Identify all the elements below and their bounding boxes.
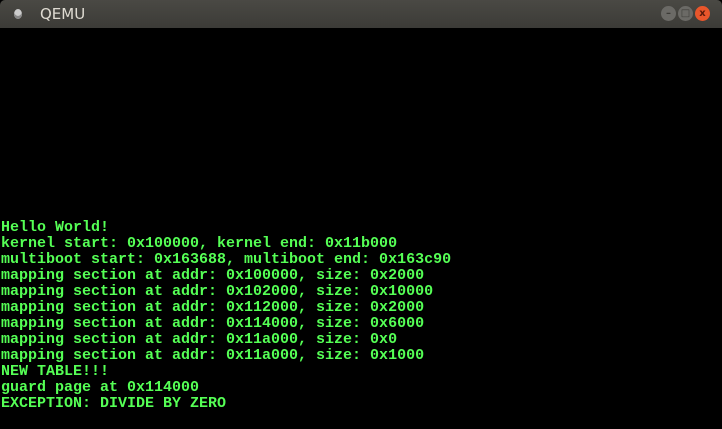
console-line: NEW TABLE!!! — [1, 363, 110, 380]
console-line: Hello World! — [1, 219, 110, 236]
close-button[interactable]: x — [695, 6, 710, 21]
console-line: guard page at 0x114000 — [1, 379, 200, 396]
console-line: mapping section at addr: 0x112000, size:… — [1, 299, 425, 316]
console-line: mapping section at addr: 0x100000, size:… — [1, 267, 425, 284]
console-line: mapping section at addr: 0x11a000, size:… — [1, 331, 398, 348]
console-line: kernel start: 0x100000, kernel end: 0x11… — [1, 235, 398, 252]
vm-display[interactable]: Hello World! kernel start: 0x100000, kern… — [0, 28, 722, 429]
title-bar[interactable]: QEMU – □ x — [0, 0, 722, 28]
qemu-app-icon — [14, 9, 22, 19]
console-line: mapping section at addr: 0x114000, size:… — [1, 315, 425, 332]
maximize-button[interactable]: □ — [678, 6, 693, 21]
console-output: Hello World! kernel start: 0x100000, kern… — [1, 220, 451, 412]
console-line: mapping section at addr: 0x102000, size:… — [1, 283, 434, 300]
console-line: multiboot start: 0x163688, multiboot end… — [1, 251, 452, 268]
minimize-button[interactable]: – — [661, 6, 676, 21]
console-line: EXCEPTION: DIVIDE BY ZERO — [1, 395, 227, 412]
console-line: mapping section at addr: 0x11a000, size:… — [1, 347, 425, 364]
window-title: QEMU — [40, 5, 86, 23]
